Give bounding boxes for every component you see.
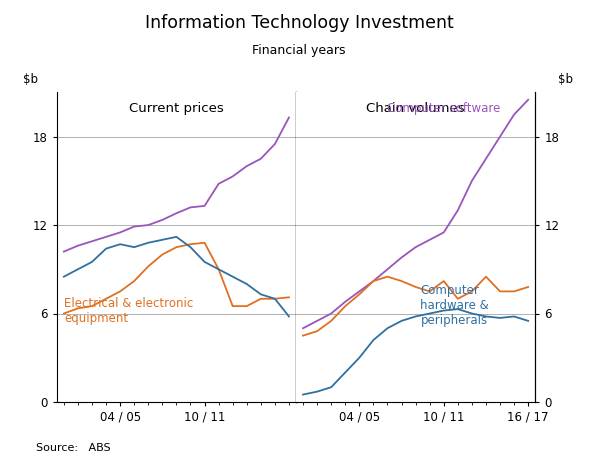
Text: Current prices: Current prices <box>129 102 224 115</box>
Text: Financial years: Financial years <box>252 44 346 57</box>
Text: Electrical & electronic
equipment: Electrical & electronic equipment <box>64 297 193 325</box>
Text: $b: $b <box>559 73 573 86</box>
Text: Chain volumes: Chain volumes <box>367 102 465 115</box>
Text: Computer software: Computer software <box>387 102 501 115</box>
Text: $b: $b <box>23 73 38 86</box>
Text: Computer
hardware &
peripherals: Computer hardware & peripherals <box>420 284 489 327</box>
Text: Source:   ABS: Source: ABS <box>36 443 111 453</box>
Text: Information Technology Investment: Information Technology Investment <box>145 14 453 32</box>
